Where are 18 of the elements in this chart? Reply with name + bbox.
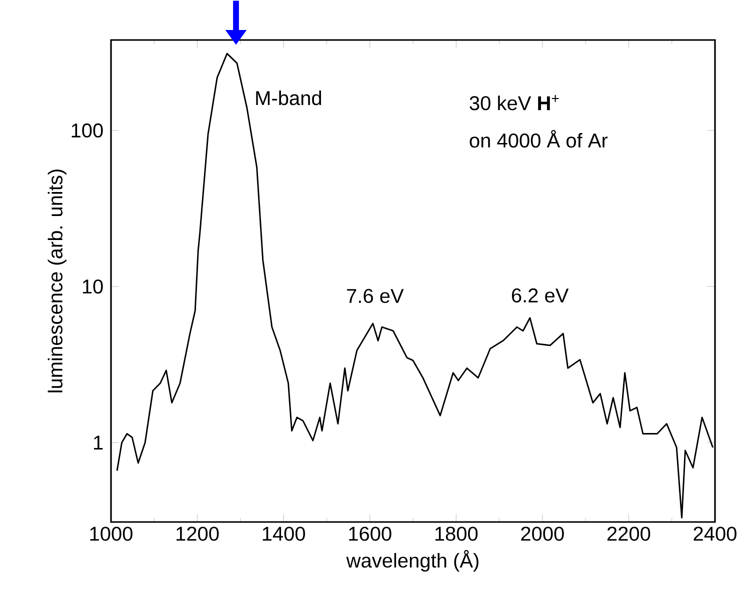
y-tick-label: 10	[82, 279, 103, 294]
annotation: M-band	[256, 90, 322, 106]
y-axis-title: luminescence (arb. units)	[48, 170, 66, 392]
x-tick-label: 1800	[435, 526, 478, 541]
annotation: 7.6 eV	[347, 288, 404, 304]
y-tick-label: 100	[72, 123, 103, 138]
x-tick-label: 2000	[521, 526, 564, 541]
annotation: on 4000 Å of Ar	[470, 130, 608, 148]
annotation: 30 keV H$^{+}$	[470, 95, 559, 110]
x-tick-label: 2400	[694, 526, 736, 541]
x-tick-label: 2200	[607, 526, 650, 541]
y-tick-label: 1	[94, 436, 103, 450]
x-tick-label: 1200	[176, 526, 219, 541]
annotation: 6.2 eV	[512, 288, 569, 303]
x-axis-title: wavelength (Å)	[346, 550, 478, 572]
x-tick-label: 1400	[262, 526, 306, 541]
x-tick-label: 1000	[90, 526, 132, 541]
x-tick-label: 1600	[349, 526, 392, 541]
